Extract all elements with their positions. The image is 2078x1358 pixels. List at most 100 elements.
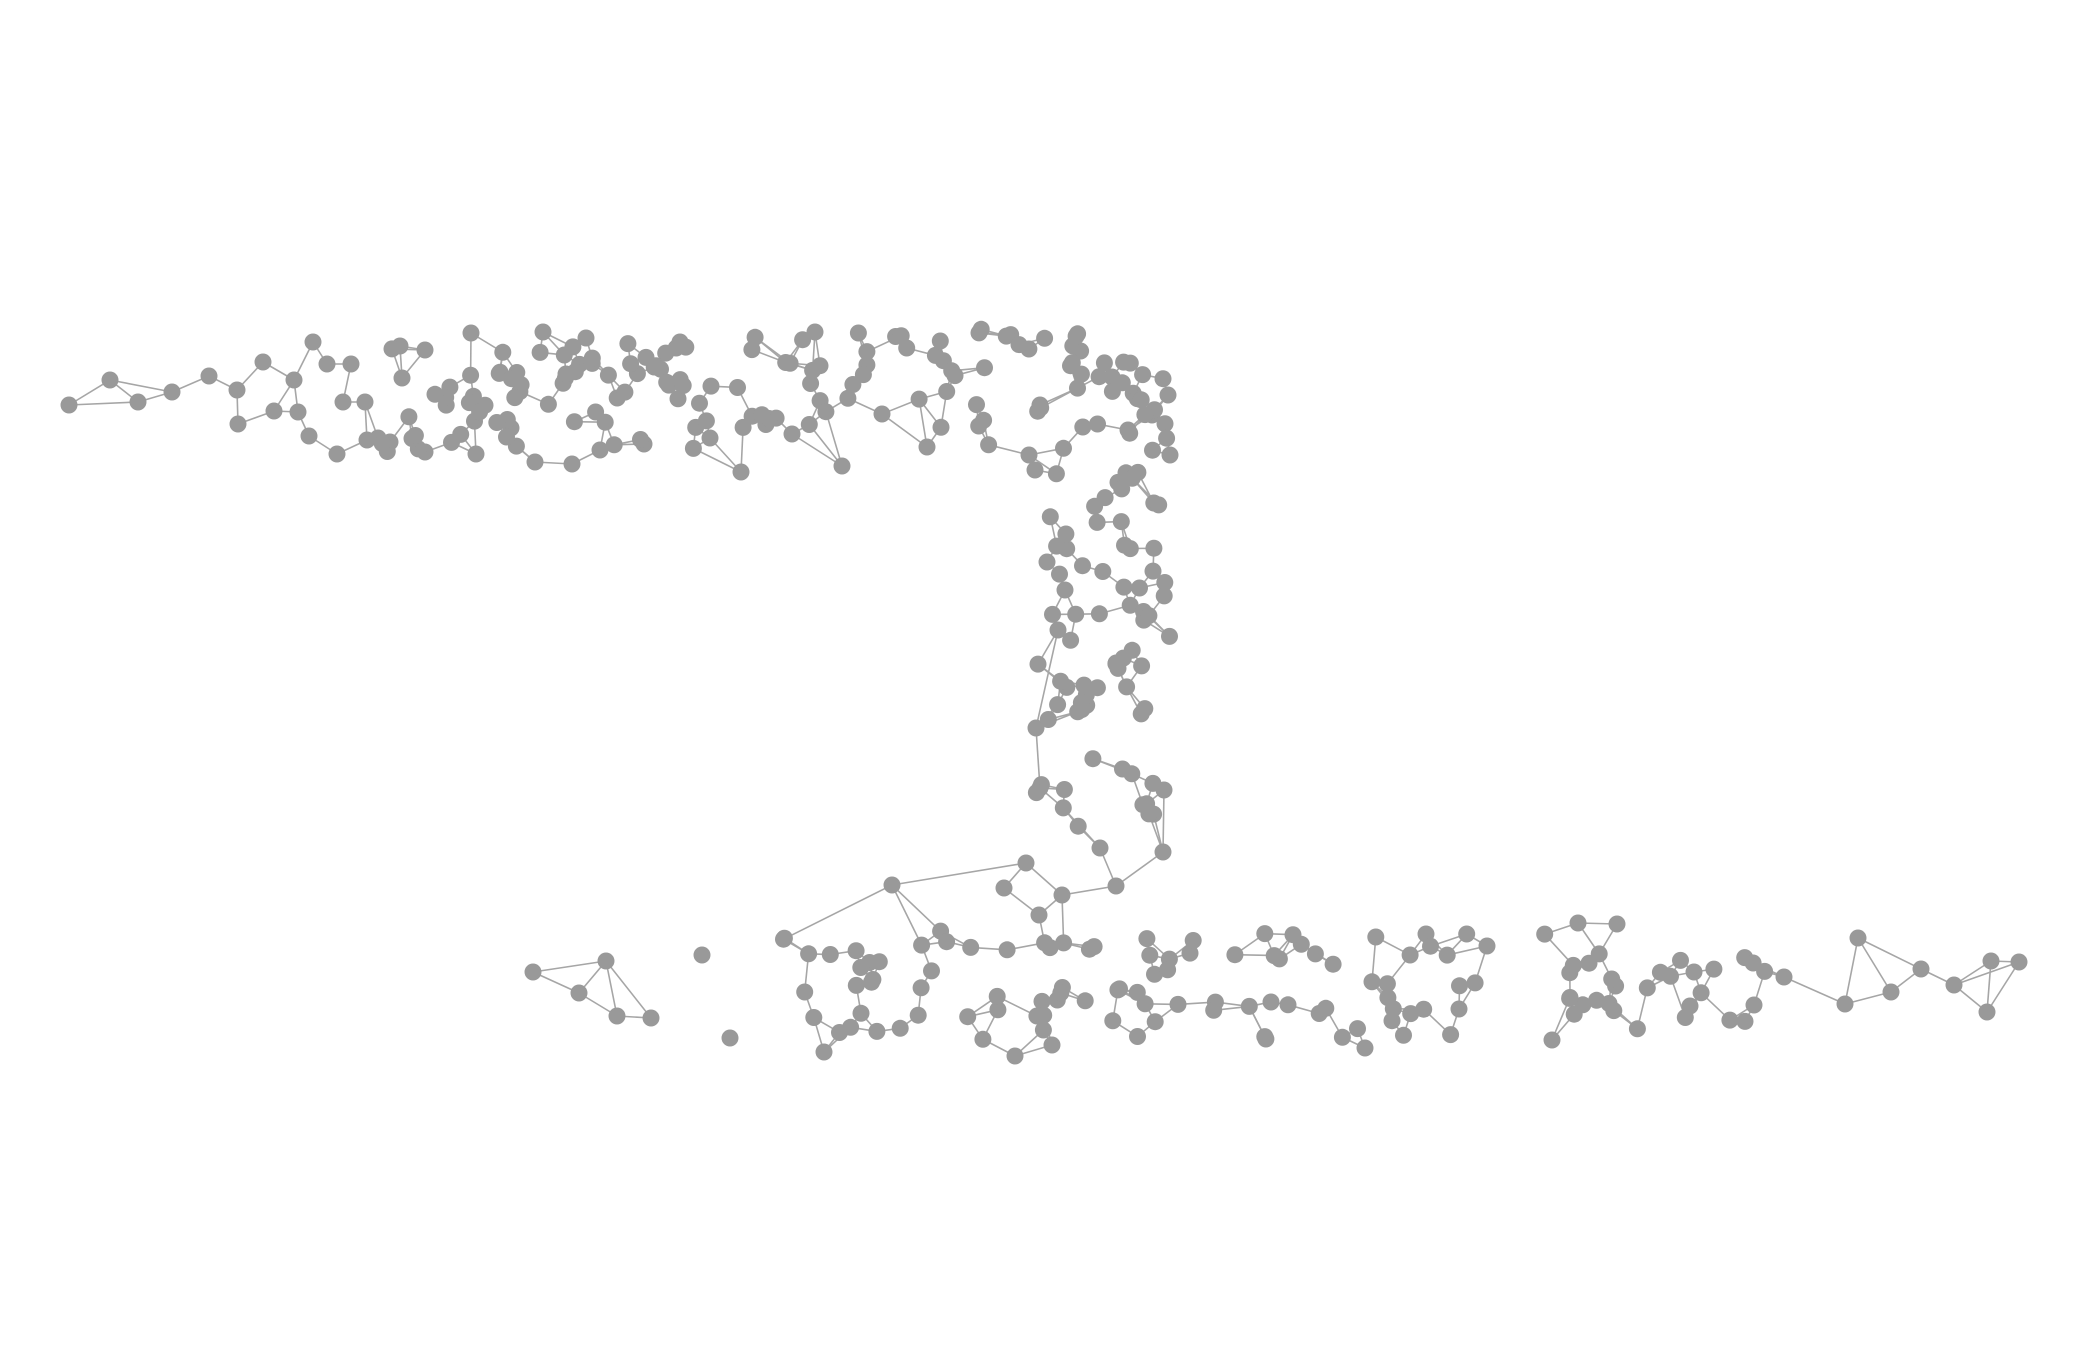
graph-node <box>1155 587 1173 605</box>
graph-node <box>1026 461 1044 479</box>
graph-node <box>691 394 708 412</box>
graph-node <box>1090 368 1108 386</box>
graph-node <box>1184 932 1202 949</box>
graph-node <box>1580 954 1598 972</box>
graph-node <box>677 338 695 356</box>
graph-node <box>968 396 985 414</box>
graph-node <box>802 375 820 392</box>
graph-node <box>918 438 936 456</box>
graph-node <box>1123 469 1141 487</box>
graph-node <box>804 361 822 379</box>
graph-node <box>1085 938 1103 956</box>
graph-node <box>1036 329 1054 347</box>
graph-node <box>1107 655 1125 673</box>
graph-node <box>1069 817 1087 835</box>
graph-node <box>1161 446 1179 464</box>
graph-node <box>753 406 771 424</box>
graph-node <box>1121 596 1139 614</box>
graph-edge <box>1061 885 1117 896</box>
graph-node <box>1159 961 1177 979</box>
graph-node <box>1685 963 1703 981</box>
graph-node <box>1705 960 1723 978</box>
graph-edge <box>605 960 652 1019</box>
graph-node <box>1115 578 1133 596</box>
graph-node <box>393 369 411 387</box>
graph-node <box>566 363 584 381</box>
graph-node <box>426 385 444 403</box>
graph-node <box>539 395 557 413</box>
graph-node <box>1049 621 1067 639</box>
graph-node <box>1736 1012 1754 1030</box>
graph-node <box>972 320 990 338</box>
graph-node <box>1156 574 1174 591</box>
graph-node <box>1033 992 1051 1010</box>
graph-node <box>1076 992 1094 1010</box>
graph-node <box>334 393 352 411</box>
graph-node <box>1051 565 1068 583</box>
graph-node <box>1035 1006 1053 1024</box>
graph-node <box>1027 784 1045 802</box>
graph-edge <box>1953 961 2020 986</box>
graph-node <box>870 953 888 971</box>
graph-node <box>1536 925 1554 943</box>
graph-node <box>1017 854 1035 872</box>
graph-node <box>1133 657 1151 675</box>
graph-node <box>1561 989 1579 1007</box>
graph-node <box>1401 946 1419 964</box>
graph-node <box>1088 679 1106 697</box>
graph-node <box>1349 1020 1366 1038</box>
graph-node <box>2010 953 2028 971</box>
graph-node <box>729 379 746 396</box>
graph-node <box>406 427 424 444</box>
graph-node <box>693 946 711 964</box>
graph-node <box>783 425 801 443</box>
graph-node <box>1565 1005 1583 1023</box>
graph-node <box>1048 537 1066 555</box>
graph-node <box>591 441 609 459</box>
graph-node <box>974 1030 992 1048</box>
graph-node <box>980 436 998 454</box>
graph-node <box>1158 429 1176 447</box>
graph-node <box>743 341 761 359</box>
graph-node <box>632 431 649 448</box>
graph-node <box>565 413 583 431</box>
graph-node <box>1205 1001 1223 1019</box>
graph-node <box>926 346 944 364</box>
graph-node <box>998 941 1016 959</box>
graph-node <box>1564 956 1582 974</box>
graph-edge <box>1986 960 1992 1013</box>
graph-node <box>1608 915 1626 933</box>
graph-node <box>1029 655 1047 673</box>
graph-node <box>229 415 247 433</box>
graph-node <box>891 1019 909 1037</box>
graph-node <box>1044 605 1061 623</box>
graph-node <box>697 412 715 430</box>
graph-node <box>1159 386 1177 404</box>
graph-node <box>1144 562 1162 580</box>
graph-node <box>1356 1039 1374 1057</box>
graph-node <box>858 343 876 361</box>
graph-node <box>1072 694 1090 712</box>
graph-node <box>1043 1036 1061 1054</box>
graph-node <box>1047 465 1065 483</box>
graph-node <box>1402 1005 1420 1023</box>
graph-node <box>1057 525 1075 543</box>
graph-node <box>570 984 588 1002</box>
graph-node <box>587 403 605 421</box>
graph-node <box>909 1006 927 1024</box>
graph-node <box>854 366 872 384</box>
graph-node <box>674 377 692 394</box>
graph-node <box>462 324 480 342</box>
graph-node <box>1154 843 1172 861</box>
graph-node <box>863 973 880 991</box>
graph-node <box>1306 945 1324 963</box>
graph-node <box>946 367 964 385</box>
graph-node <box>1034 1021 1052 1039</box>
graph-node <box>988 987 1006 1005</box>
graph-node <box>637 348 655 366</box>
graph-edge <box>605 960 618 1017</box>
graph-node <box>1069 379 1086 397</box>
graph-node <box>1775 968 1793 986</box>
graph-node <box>852 959 870 976</box>
graph-node <box>467 445 485 463</box>
